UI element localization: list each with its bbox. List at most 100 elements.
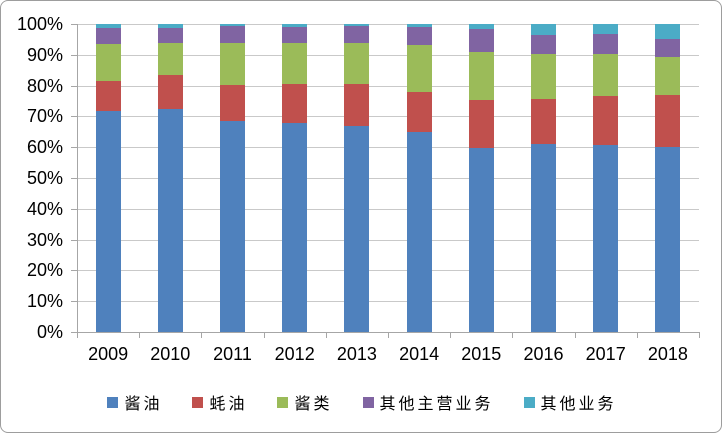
gridline [77, 85, 699, 87]
bar-segment-2014-series2 [406, 44, 432, 92]
gridline [77, 178, 699, 179]
gridline [77, 116, 699, 118]
y-tick-mark [71, 301, 77, 303]
legend: 酱油 蚝油 酱类 其他主营业务 其他业务 [1, 390, 721, 414]
x-tick-label-2018: 2018 [647, 344, 688, 364]
gridline [77, 301, 699, 303]
bar-segment-2014-series3 [406, 27, 432, 45]
y-tick-label: 70% [26, 106, 63, 127]
x-tick-mark [388, 333, 389, 338]
legend-item-series2: 酱类 [277, 390, 332, 414]
bar-slot-2012 [264, 24, 326, 332]
bar-segment-2010-series1 [157, 74, 183, 110]
x-tick-label-2011: 2011 [213, 344, 252, 364]
y-tick-label: 20% [26, 260, 63, 281]
y-tick-mark [71, 85, 77, 87]
bar-segment-2009-series0 [95, 111, 121, 332]
x-tick-label-2012: 2012 [274, 344, 315, 364]
x-axis-line [77, 332, 700, 333]
x-tick-label-2013: 2013 [336, 344, 377, 364]
x-tick-label-2015: 2015 [461, 344, 502, 364]
stacked-bar-2012 [282, 24, 308, 332]
bar-segment-2010-series0 [157, 109, 183, 332]
gridline [77, 239, 699, 241]
y-tick-mark [71, 24, 77, 25]
bar-segment-2009-series1 [95, 81, 121, 112]
bar-segment-2011-series3 [219, 26, 245, 44]
y-tick-mark [71, 178, 77, 179]
bar-segment-2018-series2 [655, 56, 681, 95]
y-tick-label: 80% [26, 75, 63, 96]
x-tick-mark [636, 333, 638, 338]
bar-segment-2011-series2 [219, 43, 245, 85]
legend-swatch-icon [523, 396, 535, 408]
y-tick-mark [71, 147, 77, 149]
stacked-bar-2016 [530, 24, 556, 332]
bar-slot-2015 [450, 24, 512, 332]
legend-swatch-icon [362, 396, 374, 408]
bar-slot-2011 [201, 24, 263, 332]
x-tick-label-2014: 2014 [399, 344, 440, 364]
legend-swatch-icon [107, 396, 119, 408]
bar-segment-2016-series3 [530, 34, 556, 55]
x-tick-mark [325, 333, 327, 338]
x-tick-mark [512, 333, 514, 338]
y-tick-label: 50% [26, 168, 63, 188]
x-tick-mark [139, 333, 141, 338]
bar-segment-2014-series4 [406, 24, 432, 28]
bar-segment-2013-series0 [344, 125, 370, 332]
bar-segment-2011-series1 [219, 84, 245, 122]
y-tick-mark [71, 54, 77, 56]
bar-segment-2018-series1 [655, 94, 681, 148]
x-tick-label-2009: 2009 [88, 344, 129, 364]
x-tick-label-2017: 2017 [585, 344, 626, 364]
stacked-bar-2017 [593, 24, 619, 332]
legend-swatch-icon [192, 396, 204, 408]
legend-label: 酱油 [124, 396, 163, 413]
y-tick-label: 90% [26, 44, 63, 65]
x-tick-mark [574, 333, 576, 338]
x-tick-mark [77, 333, 78, 338]
bar-segment-2013-series1 [344, 83, 370, 126]
bar-segment-2015-series3 [468, 28, 494, 52]
bar-segment-2014-series1 [406, 91, 432, 133]
x-tick-label-2010: 2010 [150, 344, 191, 364]
x-tick-mark [201, 333, 203, 338]
bar-segment-2010-series3 [157, 28, 183, 43]
bar-segment-2012-series0 [282, 123, 308, 332]
y-tick-label: 100% [16, 14, 63, 34]
bar-segment-2017-series2 [593, 53, 619, 97]
bar-segment-2016-series2 [530, 54, 556, 99]
y-tick-mark [71, 116, 77, 118]
bar-segment-2018-series3 [655, 38, 681, 57]
bar-segment-2011-series4 [219, 24, 245, 27]
y-tick-label: 10% [26, 291, 63, 312]
stacked-bar-2011 [219, 24, 245, 332]
bar-segment-2017-series1 [593, 96, 619, 146]
stacked-bar-2010 [157, 24, 183, 332]
stacked-bar-2013 [344, 24, 370, 332]
bar-segment-2012-series1 [282, 84, 308, 124]
bar-segment-2015-series0 [468, 148, 494, 332]
y-tick-mark [71, 332, 77, 333]
bar-slot-2017 [575, 24, 637, 332]
legend-label: 蚝油 [209, 396, 248, 413]
y-tick-label: 0% [36, 322, 63, 342]
stacked-bar-2015 [468, 24, 494, 332]
bar-segment-2016-series0 [530, 144, 556, 332]
y-tick-label: 40% [26, 198, 63, 219]
gridline [77, 54, 699, 56]
legend-item-series4: 其他业务 [523, 390, 617, 414]
legend-label: 其他业务 [540, 396, 617, 413]
bar-segment-2010-series4 [157, 24, 183, 29]
legend-label: 其他主营业务 [379, 396, 494, 413]
legend-swatch-icon [277, 396, 289, 408]
bar-segment-2012-series3 [282, 26, 308, 43]
bar-slot-2016 [512, 24, 574, 332]
bar-segment-2015-series4 [468, 24, 494, 29]
legend-item-series1: 蚝油 [192, 390, 247, 414]
gridline [77, 270, 699, 272]
bar-segment-2018-series4 [655, 24, 681, 39]
bar-segment-2012-series4 [282, 24, 308, 27]
